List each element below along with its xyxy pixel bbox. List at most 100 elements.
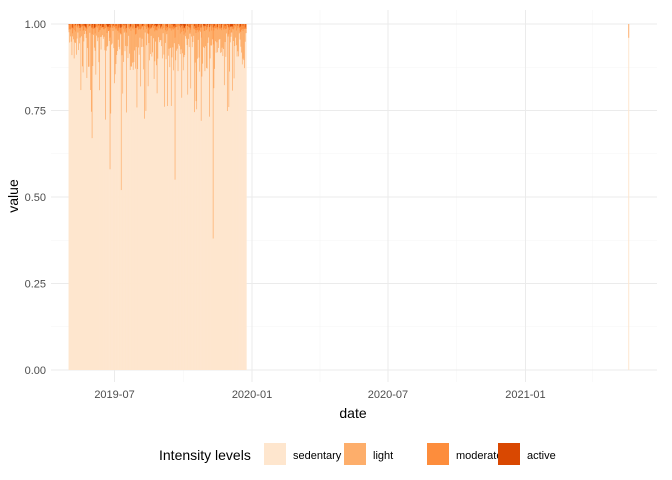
bar-segment-light — [140, 29, 142, 87]
bar-segment-light — [144, 24, 146, 33]
bar-segment-moderate — [135, 27, 137, 35]
bar-segment-light — [167, 30, 169, 107]
bar-segment-sedentary — [220, 52, 222, 370]
bar-segment-moderate — [232, 24, 234, 30]
bar-segment-sedentary — [117, 51, 119, 370]
bar-segment-sedentary — [121, 55, 123, 370]
bar-segment-light — [194, 30, 196, 63]
bar-segment-moderate — [137, 25, 139, 28]
bar-segment-sedentary — [232, 90, 234, 370]
bar-segment-sedentary — [172, 47, 174, 370]
bar-segment-active — [112, 24, 114, 26]
bar-segment-active — [135, 24, 137, 28]
bar-segment-sedentary — [193, 35, 195, 371]
bar-segment-light — [197, 32, 199, 40]
bar-segment-light — [209, 24, 211, 59]
x-axis-tick-labels: 2019-07 2020-01 2020-07 2021-01 — [94, 389, 545, 401]
bar-segment-light — [134, 25, 136, 51]
bar-segment-light — [86, 29, 88, 78]
y-tick-label: 0.75 — [25, 106, 46, 118]
bar-segment-moderate — [91, 27, 93, 35]
bar-segment-sedentary — [198, 57, 200, 371]
bar-segment-active — [239, 24, 241, 28]
bar-segment-moderate — [170, 24, 172, 31]
bar-segment-moderate — [81, 24, 83, 27]
bar-segment-sedentary — [96, 41, 98, 370]
bar-segment-moderate — [214, 25, 216, 28]
bar-segment-active — [98, 24, 100, 26]
bar-segment-active — [130, 24, 132, 27]
bar-segment-light — [174, 37, 176, 180]
bar-segment-light — [237, 28, 239, 52]
bar-segment-light — [230, 32, 232, 37]
legend-label-active: active — [527, 450, 556, 462]
bar-segment-active — [165, 24, 167, 27]
bar-segment-light — [227, 26, 229, 37]
bar-segment-moderate — [116, 24, 118, 29]
bar-segment-light — [153, 25, 155, 79]
bar-segment-sedentary — [216, 42, 218, 370]
bar-segment-sedentary — [207, 42, 209, 370]
bar-segment-light — [152, 26, 154, 53]
bar-segment-sedentary — [110, 113, 112, 371]
bar-segment-light — [229, 30, 231, 72]
bar-segment-sedentary — [108, 41, 110, 371]
bar-segment-light — [238, 24, 240, 57]
bar-segment-moderate — [181, 26, 183, 32]
bar-segment-sedentary — [188, 47, 190, 370]
bar-segment-moderate — [144, 24, 146, 27]
bar-segment-moderate — [150, 27, 152, 29]
bar-segment-moderate — [220, 27, 222, 31]
bar-segment-sedentary — [197, 39, 199, 371]
bar-segment-light — [120, 34, 122, 191]
bar-segment-active — [89, 24, 91, 27]
bar-segment-moderate — [179, 24, 181, 27]
bar-segment-sedentary — [137, 69, 139, 371]
bar-segment-moderate — [200, 27, 202, 38]
bar-segment-sedentary — [223, 85, 225, 370]
bar-segment-moderate — [203, 25, 205, 28]
bar-segment-light — [159, 28, 161, 40]
bar-segment-light — [119, 25, 121, 50]
bar-segment-moderate — [197, 27, 199, 33]
bar-segment-sedentary — [199, 71, 201, 370]
bar-segment-moderate — [234, 24, 236, 26]
bar-segment-sedentary — [131, 66, 133, 371]
bar-segment-light — [88, 25, 90, 67]
bar-segment-active — [228, 24, 230, 28]
bar-segment-sedentary — [189, 33, 191, 370]
bar-segment-active — [198, 24, 200, 26]
bar-segment-light — [84, 26, 86, 35]
bar-segment-light — [90, 27, 92, 112]
bar-segment-light — [212, 24, 214, 40]
bar-segment-sedentary — [114, 74, 116, 370]
bar-segment-light — [117, 30, 119, 40]
bar-segment-active — [84, 24, 86, 27]
bar-segment-light — [151, 27, 153, 57]
bar-segment-moderate — [123, 24, 125, 29]
bar-segment-moderate — [120, 27, 122, 34]
bar-segment-moderate — [165, 26, 167, 32]
bar-segment-sedentary — [133, 62, 135, 370]
bar-segment-moderate — [157, 24, 159, 26]
bar-segment-light — [218, 24, 220, 48]
bar-segment-sedentary — [68, 32, 70, 371]
bar-segment-sedentary — [180, 49, 182, 371]
bar-segment-light — [79, 28, 81, 44]
bar-segment-sedentary — [229, 42, 231, 370]
bar-segment-light — [99, 29, 101, 38]
bar-segment-light — [141, 28, 143, 48]
bar-segment-light — [195, 33, 197, 102]
bar-segment-sedentary — [132, 62, 134, 370]
bar-segment-light — [202, 24, 204, 64]
bar-segment-light — [112, 27, 114, 32]
bar-segment-sedentary — [215, 52, 217, 370]
bar-segment-moderate — [167, 27, 169, 31]
bar-segment-sedentary — [130, 66, 132, 370]
bar-segment-active — [109, 24, 111, 28]
bar-segment-moderate — [93, 24, 95, 29]
bar-segment-sedentary — [79, 37, 81, 370]
bar-segment-light — [150, 28, 152, 36]
x-tick-label: 2019-07 — [94, 389, 134, 401]
bar-segment-moderate — [194, 26, 196, 30]
